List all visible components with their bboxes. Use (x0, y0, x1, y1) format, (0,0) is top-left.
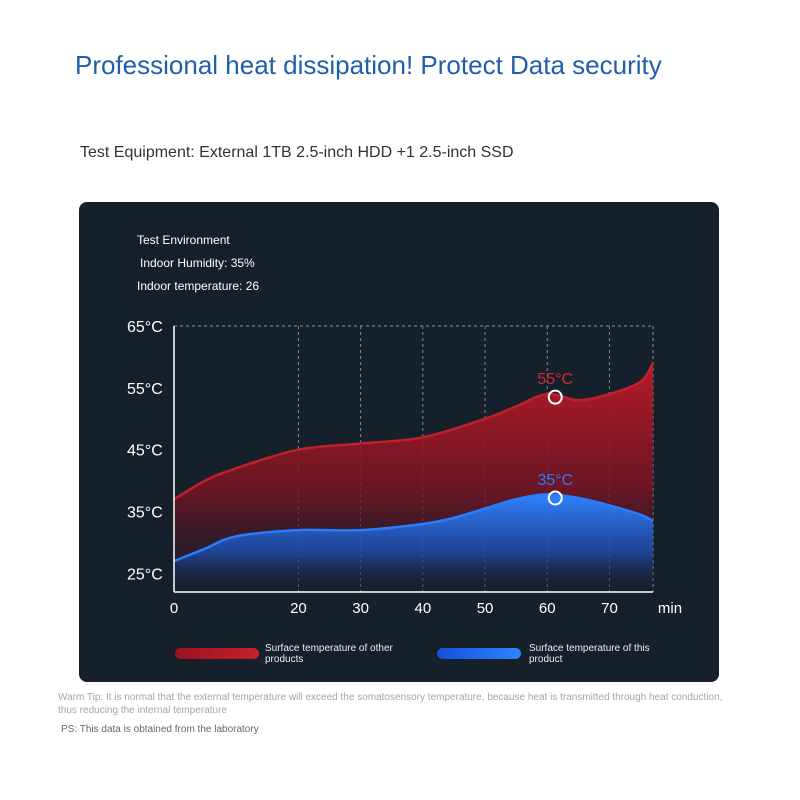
annotation-marker (547, 490, 563, 506)
x-tick-label: 40 (414, 600, 431, 617)
annotation-marker (547, 389, 563, 405)
y-tick-label: 25°C (127, 566, 163, 583)
x-tick-label: 30 (352, 600, 369, 617)
x-tick-label: 50 (477, 600, 494, 617)
environment-humidity: Indoor Humidity: 35% (140, 256, 255, 270)
environment-title: Test Environment (137, 233, 230, 247)
y-tick-label: 35°C (127, 505, 163, 522)
legend-swatch-this-product (437, 648, 521, 659)
x-axis-label: min (658, 600, 682, 617)
series-line-other-products (173, 362, 655, 501)
x-tick-label: 20 (290, 600, 307, 617)
annotation-label: 55°C (537, 371, 573, 388)
x-tick-label: 60 (539, 600, 556, 617)
chart-panel: Test Environment Indoor Humidity: 35% In… (79, 202, 719, 682)
series-line-this-product (173, 493, 654, 563)
ps-note: PS: This data is obtained from the labor… (61, 724, 259, 735)
legend-swatch-other-products (175, 648, 259, 659)
legend-label-this-product: Surface temperature of this product (529, 643, 650, 665)
environment-temperature: Indoor temperature: 26 (137, 279, 260, 293)
y-tick-label: 65°C (127, 319, 163, 336)
warm-tip-text: Warm Tip: It is normal that the external… (58, 692, 723, 716)
annotation-label: 35°C (537, 472, 573, 489)
legend-label-other-products: Surface temperature of other products (265, 643, 393, 665)
temperature-chart: 65°C 55°C 45°C 35°C 25°C 0 20 30 40 50 60 70 min 55°C… (127, 319, 682, 617)
series-area-this-product (174, 494, 653, 592)
y-tick-label: 55°C (127, 381, 163, 398)
headline: Professional heat dissipation! Protect D… (75, 50, 662, 80)
x-tick-label: 70 (601, 600, 618, 617)
test-equipment-text: Test Equipment: External 1TB 2.5-inch HD… (80, 144, 514, 161)
x-tick-label: 0 (170, 600, 178, 617)
y-tick-label: 45°C (127, 443, 163, 460)
